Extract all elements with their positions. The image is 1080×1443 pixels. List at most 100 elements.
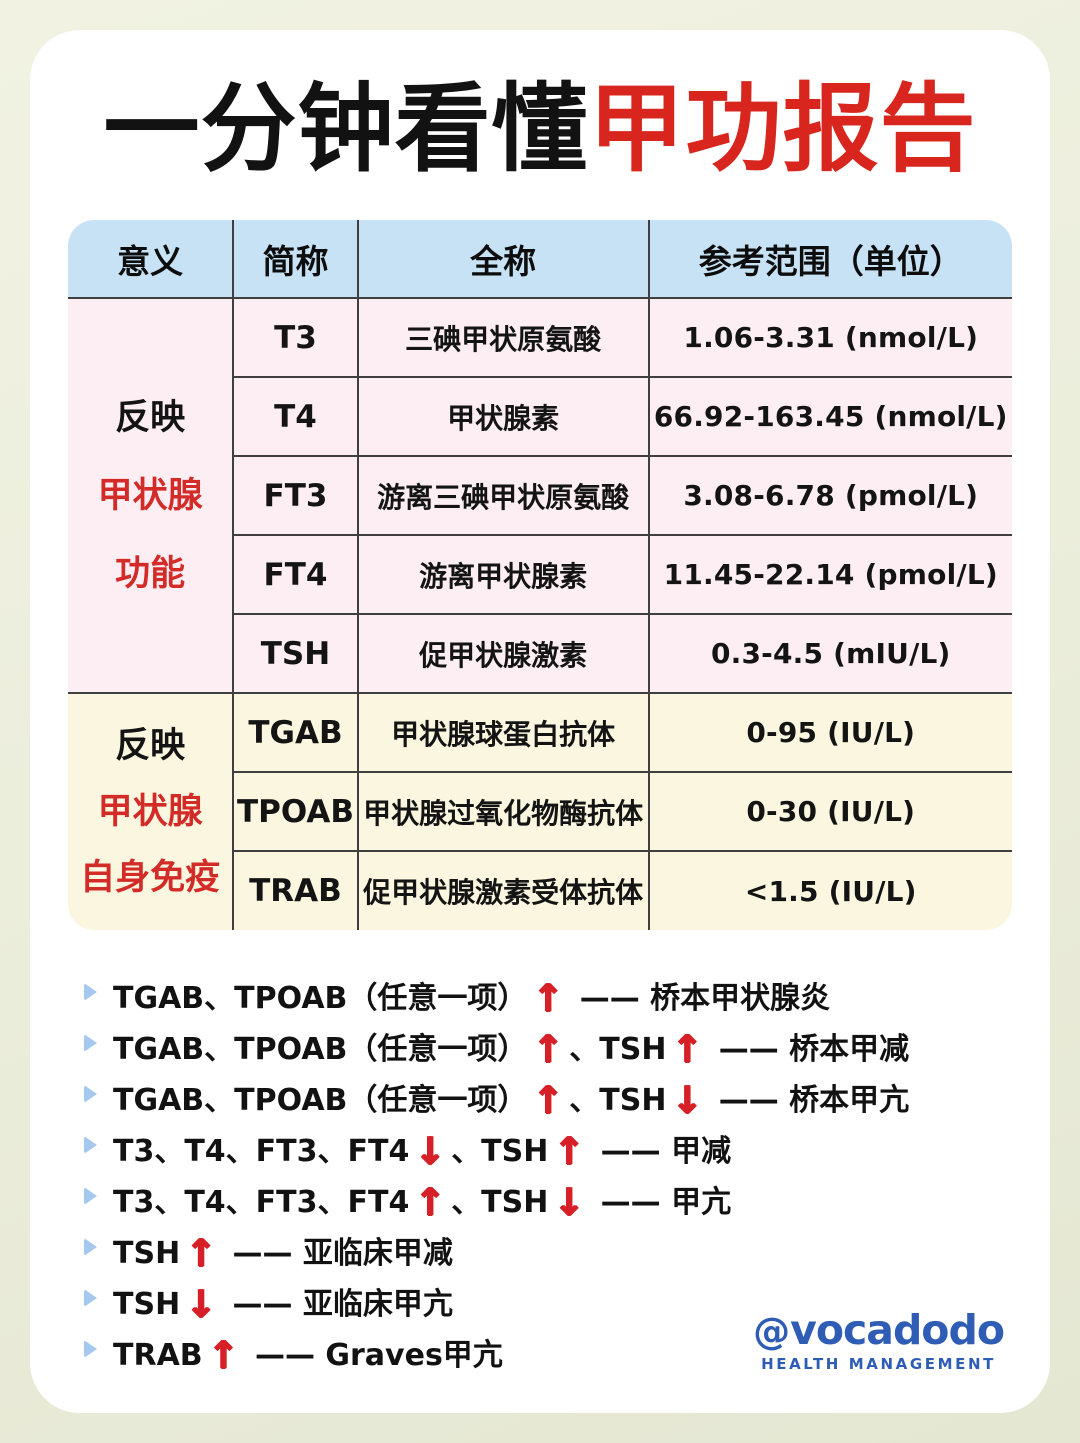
section-label-line: 甲状腺: [97, 475, 203, 516]
note-text: —— 甲亢: [590, 1185, 732, 1221]
range-cell: 1.06-3.31 (nmol/L): [647, 297, 1012, 379]
brand-logo: @vocadodo HEALTH MANAGEMENT: [753, 1310, 1005, 1374]
range-cell: 3.08-6.78 (pmol/L): [647, 455, 1012, 537]
trend-arrow-icon: ↓: [414, 1129, 447, 1174]
brand-subtitle: HEALTH MANAGEMENT: [761, 1355, 996, 1373]
abbr-cell: TPOAB: [232, 771, 359, 853]
trend-arrow-icon: ↑: [207, 1333, 240, 1378]
trend-arrow-icon: ↓: [185, 1282, 218, 1327]
full-name-cell: 游离甲状腺素: [356, 534, 650, 616]
col-header-abbreviation: 简称: [232, 220, 359, 300]
trend-arrow-icon: ↓: [671, 1078, 704, 1123]
abbr-cell: T3: [232, 297, 359, 379]
note-line: TSH ↓ —— 亚临床甲亢: [84, 1278, 1050, 1329]
bullet-triangle-icon: [84, 1085, 97, 1104]
note-text: TSH: [113, 1236, 181, 1272]
brand-at-icon: @: [753, 1310, 790, 1353]
thyroid-reference-table: 意义 简称 全称 参考范围（单位） 反映 甲状腺 功能 T3 三碘甲状原氨酸 1…: [68, 220, 1012, 931]
note-line: TGAB、TPOAB（任意一项） ↑ 、TSH ↓ —— 桥本甲亢: [84, 1074, 1050, 1125]
abbr-cell: TGAB: [232, 692, 359, 774]
note-text: —— 甲减: [590, 1134, 732, 1170]
note-text: —— 亚临床甲减: [222, 1236, 453, 1272]
abbr-cell: FT4: [232, 534, 359, 616]
full-name-cell: 游离三碘甲状原氨酸: [356, 455, 650, 537]
brand-wordmark: @vocadodo: [753, 1310, 1005, 1353]
note-text: 、TSH: [451, 1185, 549, 1221]
note-line: TGAB、TPOAB（任意一项） ↑ 、TSH ↑ —— 桥本甲减: [84, 1023, 1050, 1074]
table-row: FT3 游离三碘甲状原氨酸 3.08-6.78 (pmol/L): [68, 455, 1012, 537]
col-header-full-name: 全称: [356, 220, 650, 300]
note-line: TGAB、TPOAB（任意一项） ↑ —— 桥本甲状腺炎: [84, 972, 1050, 1023]
table-row: 反映 甲状腺 自身免疫 TGAB 甲状腺球蛋白抗体 0-95 (IU/L): [68, 692, 1012, 931]
note-text: TRAB: [113, 1338, 203, 1374]
table-row: TPOAB 甲状腺过氧化物酶抗体 0-30 (IU/L): [68, 771, 1012, 853]
full-name-cell: 甲状腺球蛋白抗体: [356, 692, 650, 774]
table-row: 反映 甲状腺 功能 T3 三碘甲状原氨酸 1.06-3.31 (nmol/L): [68, 297, 1012, 695]
section-label-line: 功能: [115, 553, 186, 594]
bullet-triangle-icon: [84, 1034, 97, 1053]
interpretation-notes: TGAB、TPOAB（任意一项） ↑ —— 桥本甲状腺炎 TGAB、TPOAB（任…: [30, 972, 1050, 1380]
section-label-line: 反映: [115, 397, 186, 438]
section-label-line: 甲状腺: [97, 792, 203, 833]
bullet-triangle-icon: [84, 1136, 97, 1155]
trend-arrow-icon: ↑: [671, 1027, 704, 1072]
note-text: 、TSH: [569, 1083, 667, 1119]
note-text: —— 桥本甲减: [708, 1032, 910, 1068]
col-header-reference-range: 参考范围（单位）: [647, 220, 1012, 300]
bullet-triangle-icon: [84, 1289, 97, 1308]
bullet-triangle-icon: [84, 1340, 97, 1359]
table-header-row: 意义 简称 全称 参考范围（单位）: [68, 220, 1012, 300]
note-text: 、TSH: [451, 1134, 549, 1170]
note-text: TGAB、TPOAB（任意一项）: [113, 981, 528, 1017]
range-cell: 0.3-4.5 (mIU/L): [647, 613, 1012, 695]
abbr-cell: FT3: [232, 455, 359, 537]
note-text: T3、T4、FT3、FT4: [113, 1134, 410, 1170]
note-text: T3、T4、FT3、FT4: [113, 1185, 410, 1221]
title-text-red: 甲功报告: [588, 73, 977, 185]
bullet-triangle-icon: [84, 1187, 97, 1206]
note-line: TSH ↑ —— 亚临床甲减: [84, 1227, 1050, 1278]
page-title: 一分钟看懂甲功报告: [30, 74, 1050, 184]
note-line: TRAB ↑ —— Graves甲亢: [84, 1329, 1050, 1380]
note-line: T3、T4、FT3、FT4 ↑ 、TSH ↓ —— 甲亢: [84, 1176, 1050, 1227]
full-name-cell: 甲状腺过氧化物酶抗体: [356, 771, 650, 853]
abbr-cell: TRAB: [232, 850, 359, 931]
full-name-cell: 三碘甲状原氨酸: [356, 297, 650, 379]
range-cell: 0-30 (IU/L): [647, 771, 1012, 853]
trend-arrow-icon: ↑: [185, 1231, 218, 1276]
note-text: —— 桥本甲状腺炎: [569, 981, 831, 1017]
note-text: TGAB、TPOAB（任意一项）: [113, 1083, 528, 1119]
section-label-line: 反映: [115, 726, 186, 767]
trend-arrow-icon: ↓: [553, 1180, 586, 1225]
section-label-line: 自身免疫: [80, 858, 221, 899]
trend-arrow-icon: ↑: [532, 1027, 565, 1072]
trend-arrow-icon: ↑: [553, 1129, 586, 1174]
range-cell: 66.92-163.45 (nmol/L): [647, 376, 1012, 458]
range-cell: <1.5 (IU/L): [647, 850, 1012, 931]
bullet-triangle-icon: [84, 983, 97, 1002]
brand-name: vocadodo: [790, 1306, 1005, 1354]
col-header-meaning: 意义: [68, 220, 235, 300]
range-cell: 11.45-22.14 (pmol/L): [647, 534, 1012, 616]
abbr-cell: TSH: [232, 613, 359, 695]
full-name-cell: 甲状腺素: [356, 376, 650, 458]
table-row: FT4 游离甲状腺素 11.45-22.14 (pmol/L): [68, 534, 1012, 616]
note-line: T3、T4、FT3、FT4 ↓ 、TSH ↑ —— 甲减: [84, 1125, 1050, 1176]
section-label-thyroid-function: 反映 甲状腺 功能: [68, 297, 235, 695]
table-row: T4 甲状腺素 66.92-163.45 (nmol/L): [68, 376, 1012, 458]
trend-arrow-icon: ↑: [414, 1180, 447, 1225]
trend-arrow-icon: ↑: [532, 976, 565, 1021]
note-text: TGAB、TPOAB（任意一项）: [113, 1032, 528, 1068]
table-row: TSH 促甲状腺激素 0.3-4.5 (mIU/L): [68, 613, 1012, 695]
abbr-cell: T4: [232, 376, 359, 458]
full-name-cell: 促甲状腺激素受体抗体: [356, 850, 650, 931]
note-text: TSH: [113, 1287, 181, 1323]
full-name-cell: 促甲状腺激素: [356, 613, 650, 695]
note-text: —— Graves甲亢: [244, 1338, 503, 1374]
note-text: 、TSH: [569, 1032, 667, 1068]
section-label-thyroid-autoimmunity: 反映 甲状腺 自身免疫: [68, 692, 235, 931]
bullet-triangle-icon: [84, 1238, 97, 1257]
range-cell: 0-95 (IU/L): [647, 692, 1012, 774]
title-text-black: 一分钟看懂: [103, 73, 589, 185]
note-text: —— 桥本甲亢: [708, 1083, 910, 1119]
